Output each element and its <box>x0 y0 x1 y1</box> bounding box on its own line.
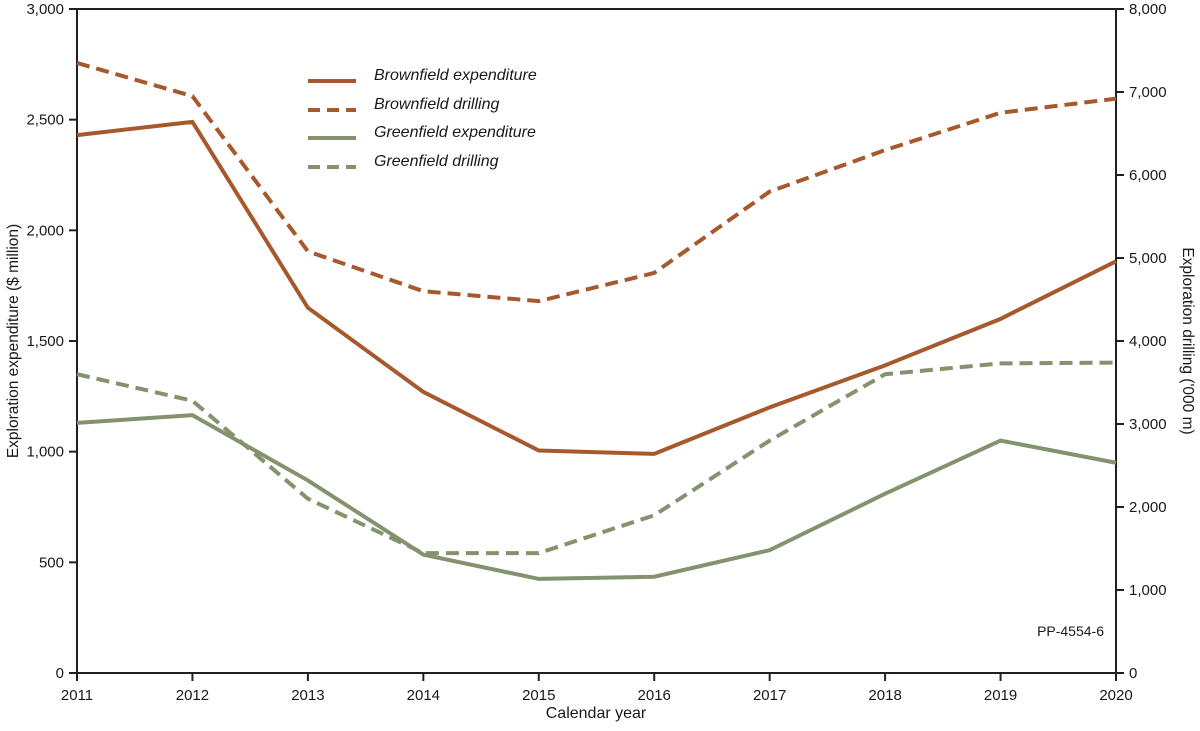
svg-text:1,000: 1,000 <box>26 444 64 461</box>
svg-text:2015: 2015 <box>522 687 555 704</box>
svg-text:0: 0 <box>1129 665 1137 682</box>
y-axis-title-right: Exploration drilling ('000 m) <box>1179 247 1196 435</box>
legend-item: Greenfield expenditure <box>308 119 537 148</box>
legend: Brownfield expenditure Brownfield drilli… <box>308 62 537 176</box>
svg-text:3,000: 3,000 <box>26 1 64 18</box>
plate-annotation: PP-4554-6 <box>1037 623 1104 639</box>
svg-text:1,000: 1,000 <box>1129 582 1167 599</box>
svg-text:2,500: 2,500 <box>26 112 64 129</box>
svg-text:2011: 2011 <box>61 687 93 704</box>
svg-text:1,500: 1,500 <box>26 333 64 350</box>
x-axis-title: Calendar year <box>545 705 647 722</box>
svg-text:6,000: 6,000 <box>1129 167 1167 184</box>
svg-text:2013: 2013 <box>291 687 324 704</box>
legend-label: Brownfield expenditure <box>374 67 537 85</box>
svg-text:2016: 2016 <box>638 687 671 704</box>
svg-text:2020: 2020 <box>1099 687 1132 704</box>
svg-text:4,000: 4,000 <box>1129 333 1167 350</box>
svg-text:5,000: 5,000 <box>1129 250 1167 267</box>
legend-swatch-dashed-line-icon <box>308 101 356 112</box>
svg-text:3,000: 3,000 <box>1129 416 1167 433</box>
svg-text:2014: 2014 <box>407 687 440 704</box>
legend-item: Greenfield drilling <box>308 148 537 177</box>
svg-text:7,000: 7,000 <box>1129 84 1167 101</box>
legend-label: Greenfield expenditure <box>374 124 536 142</box>
legend-swatch-dashed-line-icon <box>308 158 356 169</box>
svg-text:2,000: 2,000 <box>1129 499 1167 516</box>
svg-text:2017: 2017 <box>753 687 786 704</box>
legend-item: Brownfield drilling <box>308 91 537 120</box>
legend-label: Brownfield drilling <box>374 95 500 113</box>
legend-swatch-solid-line-icon <box>308 129 356 141</box>
svg-text:500: 500 <box>39 554 64 571</box>
svg-text:0: 0 <box>56 665 64 682</box>
svg-text:2012: 2012 <box>176 687 209 704</box>
svg-text:2019: 2019 <box>984 687 1017 704</box>
legend-item: Brownfield expenditure <box>308 62 537 91</box>
y-axis-title-left: Exploration expenditure ($ million) <box>5 223 22 459</box>
svg-text:8,000: 8,000 <box>1129 1 1167 18</box>
legend-label: Greenfield drilling <box>374 152 499 170</box>
svg-text:2018: 2018 <box>868 687 901 704</box>
svg-text:2,000: 2,000 <box>26 222 64 239</box>
legend-swatch-solid-line-icon <box>308 72 356 84</box>
